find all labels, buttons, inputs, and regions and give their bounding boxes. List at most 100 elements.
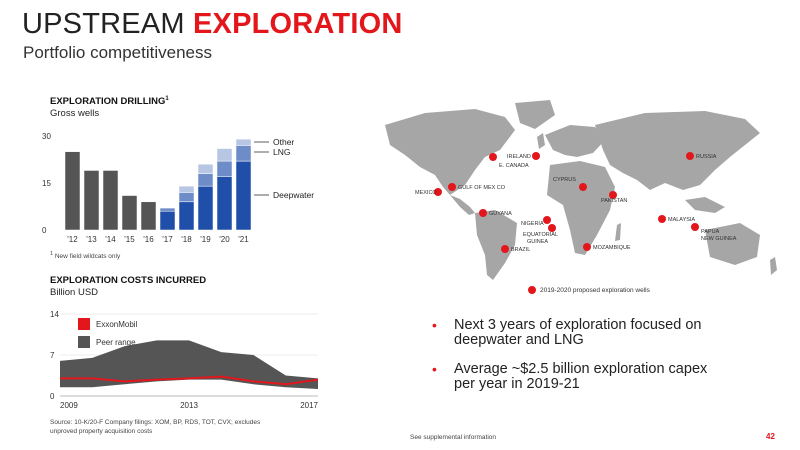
drill-bar-historical xyxy=(121,195,138,231)
map-dot-russia xyxy=(686,152,694,160)
map-dot-gulf xyxy=(448,183,456,191)
drill-legend-label: Other xyxy=(273,137,294,147)
map-dot-png xyxy=(691,223,699,231)
drill-bar-other xyxy=(235,138,252,146)
key-points: • Next 3 years of exploration focused on … xyxy=(432,318,732,406)
drilling-chart: 30 15 0 '12 '13 '14 '15 '16 '17 '18 '19 '20 '21 Other… xyxy=(42,132,314,244)
map-dot-nigeria xyxy=(543,216,551,224)
drill-x-tick: '17 xyxy=(162,235,173,244)
drill-x-tick: '18 xyxy=(181,235,192,244)
page-title: UPSTREAM EXPLORATION xyxy=(22,8,403,41)
exxon-line xyxy=(60,375,319,386)
drill-x-tick: '13 xyxy=(86,235,97,244)
peer-range-area xyxy=(60,340,318,389)
map-label-png: PAPUA NEW GUINEA xyxy=(701,229,737,242)
exxon-swatch xyxy=(78,318,90,330)
bullet-1-text: Next 3 years of exploration focused on d… xyxy=(454,317,702,348)
drill-bar-other xyxy=(216,148,233,162)
drill-legend-label: Deepwater xyxy=(273,190,314,200)
drill-bar-deepwater xyxy=(235,160,252,231)
cost-y-tick: 14 xyxy=(50,310,59,319)
map-label-mexico: MEXICO xyxy=(415,190,437,196)
drill-bar-deepwater xyxy=(159,210,176,231)
drill-x-tick: '20 xyxy=(219,235,230,244)
cost-x-tick: 2013 xyxy=(180,401,198,410)
footnote-text: New field wildcats only xyxy=(54,253,121,261)
drill-bar-deepwater xyxy=(178,201,195,231)
drilling-footnote: 1 New field wildcats only xyxy=(50,251,120,260)
drill-x-tick: '16 xyxy=(143,235,154,244)
costs-chart-subtitle: Billion USD xyxy=(50,287,99,298)
drill-x-tick: '15 xyxy=(124,235,135,244)
map-dot-cyprus xyxy=(579,183,587,191)
drilling-chart-title: EXPLORATION DRILLING1 xyxy=(50,96,169,107)
drill-bar-lng xyxy=(159,207,176,212)
costs-legend: ExxonMobil Peer range xyxy=(78,318,137,354)
world-map: IRELAND E. CANADA RUSSIA CYPRUS MEXICO GULF O… xyxy=(385,100,777,280)
australia-shape xyxy=(705,223,760,265)
source-note: Source: 10-K/20-F Company filings: XOM, … xyxy=(50,419,261,435)
title-accent: EXPLORATION xyxy=(193,8,403,40)
drill-x-tick: '14 xyxy=(105,235,116,244)
legend-exxon-label: ExxonMobil xyxy=(96,319,138,329)
map-label-ecanada: E. CANADA xyxy=(499,163,529,169)
costs-chart-title: EXPLORATION COSTS INCURRED xyxy=(50,275,207,286)
map-legend-dot xyxy=(528,286,536,294)
map-label-russia: RUSSIA xyxy=(696,154,717,160)
map-label-guyana: GUYANA xyxy=(489,211,512,217)
asia-shape xyxy=(595,111,760,190)
title-plain: UPSTREAM xyxy=(22,8,193,40)
bullet-dot: • xyxy=(432,317,437,333)
bullet-2: • Average ~$2.5 billion exploration capex… xyxy=(432,362,732,392)
costs-chart: 14 7 0 2009 2013 2017 xyxy=(50,310,319,410)
map-dot-malaysia xyxy=(658,215,666,223)
drilling-chart-subtitle: Gross wells xyxy=(50,108,100,119)
cost-y-tick: 7 xyxy=(50,351,55,360)
map-label-nigeria: NIGERIA xyxy=(521,221,544,227)
greenland-shape xyxy=(515,100,555,129)
map-label-ireland: IRELAND xyxy=(507,154,531,160)
map-dot-brazil xyxy=(501,245,509,253)
drill-bar-historical xyxy=(64,151,81,231)
drill-bar-lng xyxy=(235,145,252,162)
drill-bar-other xyxy=(197,163,214,174)
drill-bar-lng xyxy=(178,192,195,203)
north-america-shape xyxy=(385,109,515,195)
drill-bar-deepwater xyxy=(216,176,233,231)
map-label-cyprus: CYPRUS xyxy=(553,177,576,183)
central-america-shape xyxy=(450,195,475,215)
bullet-dot: • xyxy=(432,361,437,377)
footnote-sup: 1 xyxy=(50,251,54,257)
bullet-2-text: Average ~$2.5 billion exploration capex … xyxy=(454,361,708,392)
drill-y-tick: 0 xyxy=(42,226,47,235)
drill-bar-historical xyxy=(83,170,100,231)
map-dot-pakistan xyxy=(609,191,617,199)
map-dot-mozambique xyxy=(583,243,591,251)
drill-bar-historical xyxy=(140,201,157,231)
cost-x-tick: 2017 xyxy=(300,401,318,410)
map-dot-ecanada xyxy=(489,153,497,161)
cost-y-tick: 0 xyxy=(50,392,55,401)
map-label-gulf: GULF OF MEX CO xyxy=(458,185,506,191)
map-dot-ireland xyxy=(532,152,540,160)
drill-x-tick: '21 xyxy=(238,235,249,244)
page-number: 42 xyxy=(766,432,775,441)
drilling-title-text: EXPLORATION DRILLING xyxy=(50,96,166,108)
map-label-brazil: BRAZIL xyxy=(511,247,530,253)
uk-shape xyxy=(537,133,545,149)
map-dots: IRELAND E. CANADA RUSSIA CYPRUS MEXICO GULF O… xyxy=(415,152,737,253)
europe-shape xyxy=(545,125,605,157)
africa-shape xyxy=(547,161,615,255)
legend-exxon: ExxonMobil xyxy=(78,318,137,330)
page-subtitle: Portfolio competitiveness xyxy=(23,43,212,62)
map-dot-eqguinea xyxy=(548,224,556,232)
map-dot-guyana xyxy=(479,209,487,217)
drill-x-tick: '19 xyxy=(200,235,211,244)
madagascar-shape xyxy=(615,223,621,241)
map-label-eqguinea: EQUATORIAL GUINEA xyxy=(523,232,558,245)
drill-bar-lng xyxy=(197,173,214,187)
map-label-malaysia: MALAYSIA xyxy=(668,217,695,223)
drill-x-tick: '12 xyxy=(67,235,78,244)
cost-x-tick: 2009 xyxy=(60,401,78,410)
legend-peer: Peer range xyxy=(78,336,137,348)
